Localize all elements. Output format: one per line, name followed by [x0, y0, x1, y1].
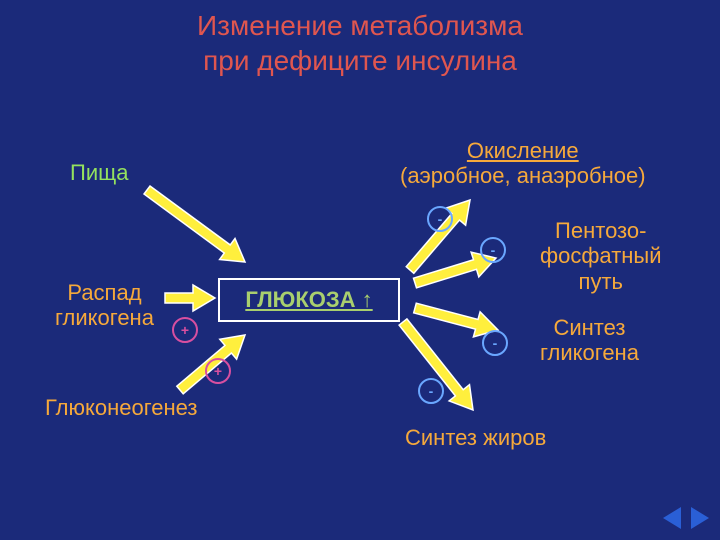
- glucose-box: ГЛЮКОЗА ↑: [218, 278, 400, 322]
- nav-prev-button[interactable]: [663, 507, 681, 529]
- glucose-label: ГЛЮКОЗА ↑: [245, 287, 372, 312]
- arrow-food: [144, 186, 245, 262]
- nav-next-button[interactable]: [691, 507, 709, 529]
- label-fat-synthesis: Синтез жиров: [405, 425, 546, 450]
- minus-sign-3: -: [480, 237, 506, 263]
- arrow-glycsynth: [414, 303, 498, 337]
- label-oxidation: Окисление (аэробное, анаэробное): [400, 138, 646, 189]
- plus-sign-0: +: [172, 317, 198, 343]
- arrow-glycogen: [165, 285, 215, 311]
- label-pentose-path: Пентозо- фосфатный путь: [540, 218, 662, 294]
- plus-sign-1: +: [205, 358, 231, 384]
- minus-sign-5: -: [418, 378, 444, 404]
- label-gluconeogenesis: Глюконеогенез: [45, 395, 198, 420]
- minus-sign-4: -: [482, 330, 508, 356]
- label-glycogen-breakdown: Распад гликогена: [55, 280, 154, 331]
- nav-controls: [660, 507, 712, 534]
- label-glycogen-synthesis: Синтез гликогена: [540, 315, 639, 366]
- minus-sign-2: -: [427, 206, 453, 232]
- label-food: Пища: [70, 160, 128, 185]
